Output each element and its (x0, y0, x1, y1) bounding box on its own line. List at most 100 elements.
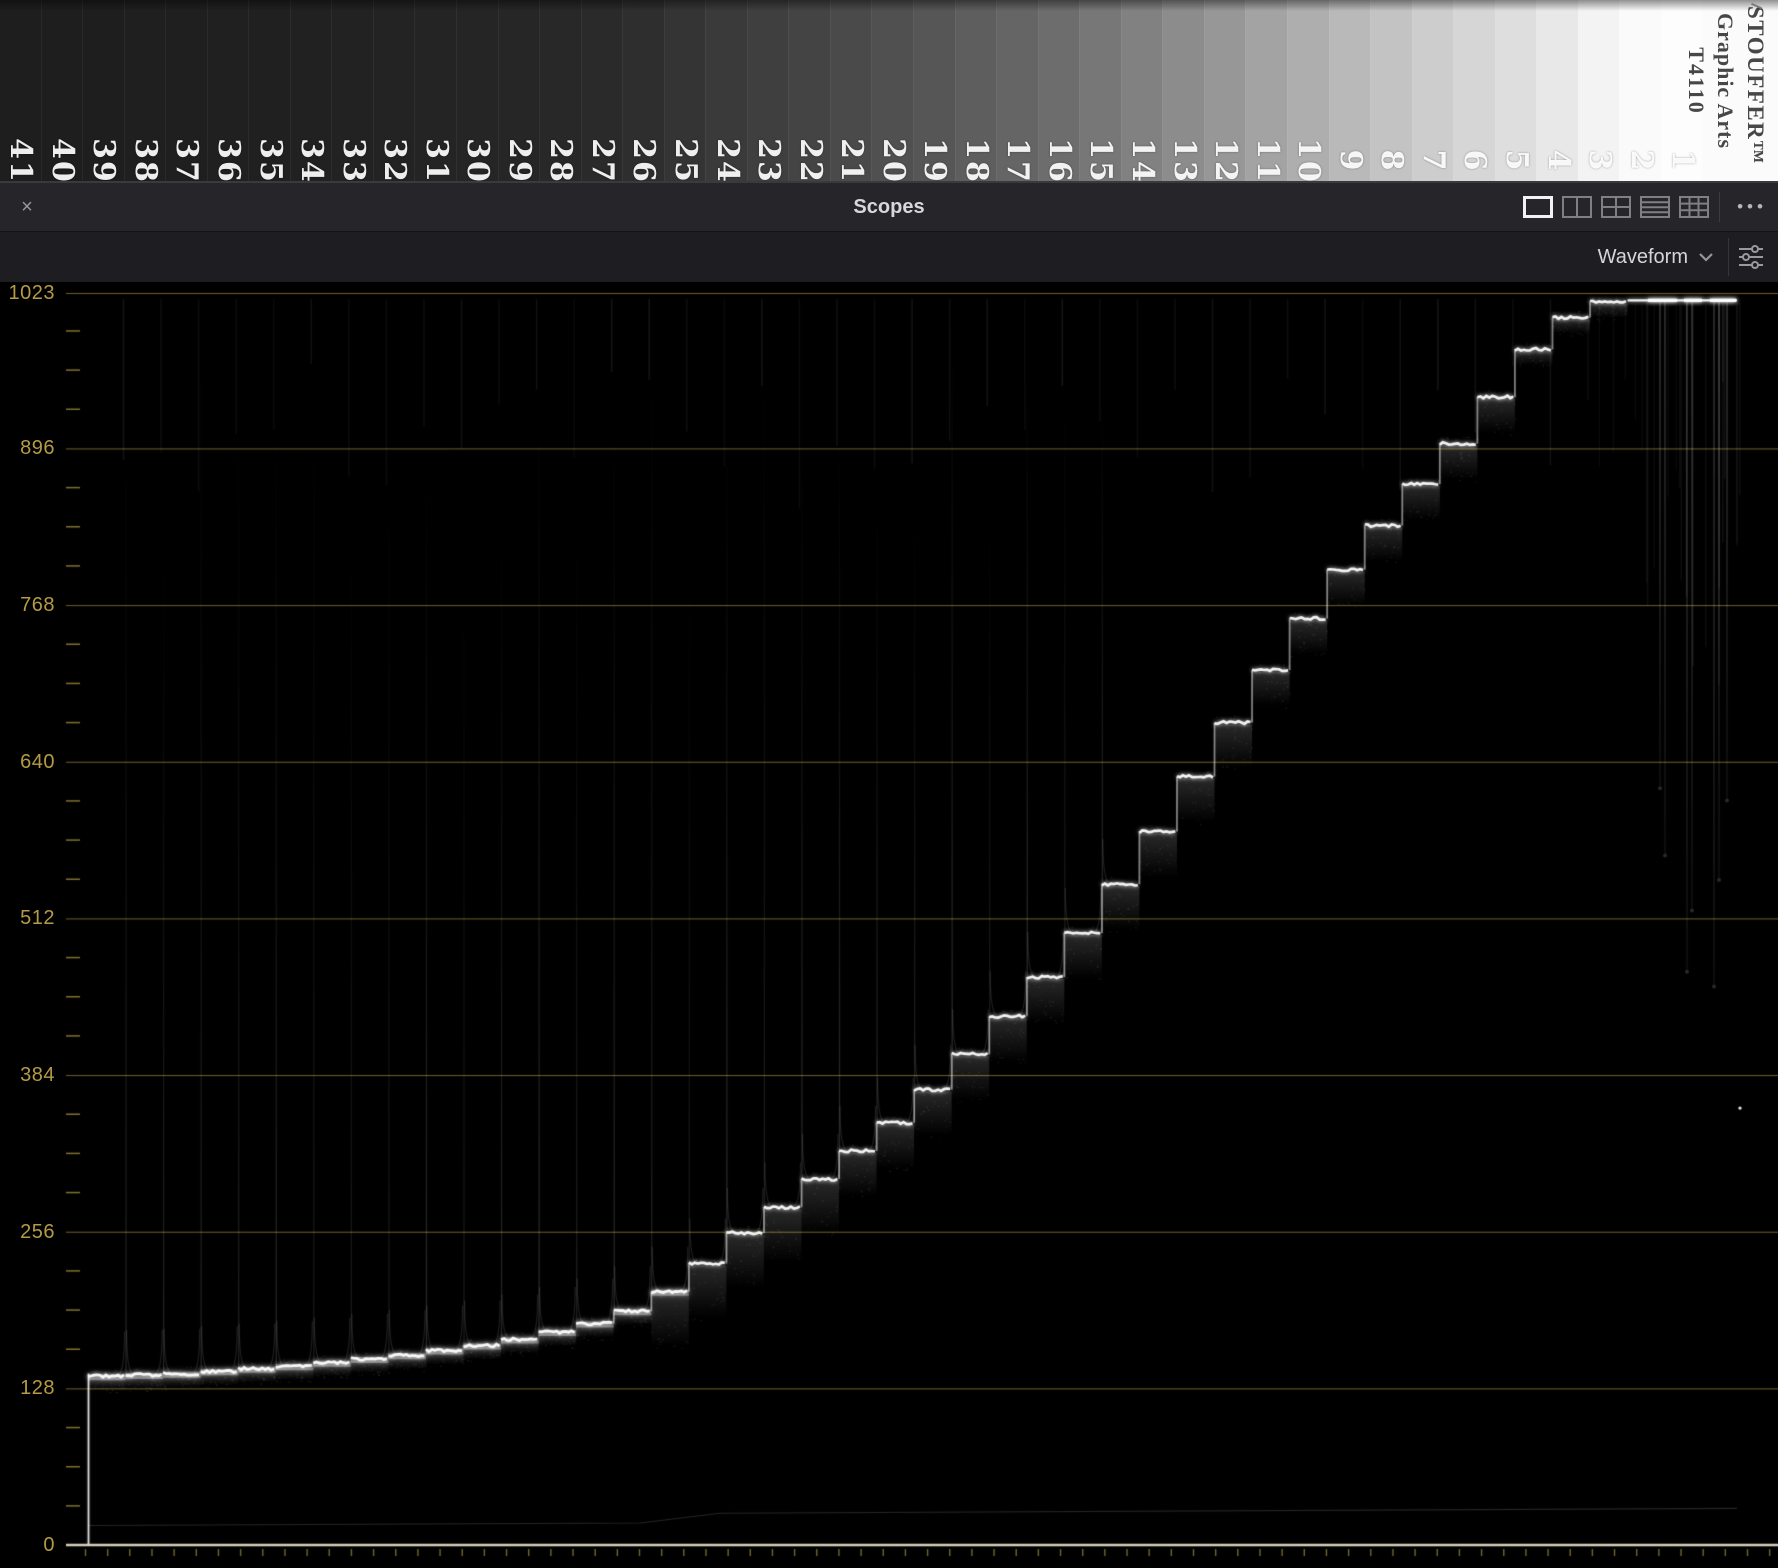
scope-toolbar: Waveform (0, 232, 1778, 282)
wedge-step-number: 22 (792, 138, 828, 184)
wedge-step-number: 25 (668, 138, 704, 184)
wedge-step-number: 26 (626, 138, 662, 184)
wedge-step: 29 (497, 0, 540, 184)
y-axis-tick-label: 0 (43, 1534, 55, 1557)
maker-line-1: STOUFFER™ (1743, 6, 1768, 165)
wedge-step: 33 (331, 0, 373, 184)
wedge-step: 16 (1037, 0, 1080, 184)
waveform-scope-plot: 1023 896 768 640 512 384 256 128 0 (0, 282, 1778, 1568)
maker-line-3: T4110 (1684, 47, 1709, 115)
wedge-step: 26 (622, 0, 664, 184)
wedge-step: 24 (705, 0, 747, 184)
wedge-step-number: 40 (44, 138, 80, 184)
wedge-step: 32 (372, 0, 415, 184)
y-axis-tick-label: 256 (20, 1220, 55, 1243)
wedge-step-number: 41 (3, 138, 39, 184)
wedge-step: 9 (1328, 0, 1371, 181)
wedge-step: 35 (248, 0, 290, 184)
wedge-step: 31 (414, 0, 457, 184)
close-icon[interactable]: × (21, 195, 33, 218)
wedge-step-number: 3 (1582, 149, 1618, 173)
layout-four-up-button[interactable] (1596, 183, 1635, 231)
wedge-step: 30 (456, 0, 498, 184)
wedge-step-number: 34 (294, 138, 330, 184)
scopes-header: × Scopes (0, 181, 1778, 232)
scope-settings-button[interactable] (1730, 232, 1772, 282)
stacked-rows-icon (1639, 196, 1670, 218)
wedge-step-number: 13 (1166, 138, 1202, 184)
wedge-step-number: 2 (1623, 149, 1659, 173)
wedge-step-number: 9 (1332, 149, 1368, 173)
wedge-step-number: 19 (917, 138, 953, 184)
wedge-step: 4 (1536, 0, 1578, 181)
wedge-step: 22 (788, 0, 830, 184)
wedge-step-number: 11 (1249, 138, 1285, 184)
wedge-step: 1 (1660, 0, 1703, 181)
wedge-step: 40 (40, 0, 83, 184)
scope-mode-dropdown[interactable]: Waveform (1590, 232, 1722, 282)
panel-title: Scopes (853, 195, 925, 218)
wedge-step: 13 (1162, 0, 1204, 184)
y-axis-tick-label: 896 (20, 437, 55, 460)
wedge-step: 17 (996, 0, 1038, 184)
wedge-step-number: 4 (1540, 149, 1576, 173)
wedge-step: 38 (123, 0, 166, 184)
wedge-step-number: 33 (335, 138, 371, 184)
overflow-menu-button[interactable]: ••• (1737, 197, 1767, 216)
wedge-step-number: 30 (460, 138, 496, 184)
layout-grid-3x3-button[interactable] (1674, 183, 1713, 231)
wedge-step-number: 39 (86, 138, 122, 184)
wedge-step: 27 (580, 0, 623, 184)
layout-stacked-rows-button[interactable] (1635, 183, 1674, 231)
sliders-icon (1739, 245, 1763, 269)
wedge-maker-label: STOUFFER™ Graphic Arts T4110 (1682, 6, 1770, 165)
wedge-step-number: 28 (543, 138, 579, 184)
y-axis-tick-label: 384 (20, 1064, 55, 1087)
wedge-step-number: 24 (709, 138, 745, 184)
wedge-step-number: 6 (1457, 149, 1493, 173)
layout-two-up-button[interactable] (1557, 183, 1596, 231)
wedge-step-number: 38 (127, 138, 163, 184)
wedge-step: 7 (1411, 0, 1454, 181)
waveform-canvas (0, 282, 1778, 1568)
wedge-step: 2 (1619, 0, 1661, 181)
wedge-step: 10 (1286, 0, 1329, 184)
wedge-step-number: 36 (211, 138, 246, 184)
wedge-step: 28 (539, 0, 581, 184)
wedge-step: 12 (1203, 0, 1246, 184)
single-view-icon (1522, 196, 1553, 218)
wedge-step-number: 12 (1208, 138, 1244, 184)
layout-single-view-button[interactable] (1518, 183, 1557, 231)
wedge-step-number: 7 (1415, 149, 1451, 173)
wedge-step: 3 (1577, 0, 1620, 181)
four-up-icon (1600, 196, 1631, 218)
wedge-step-number: 17 (1000, 138, 1036, 184)
wedge-step: 25 (663, 0, 706, 184)
y-axis-tick-label: 1023 (8, 282, 55, 304)
wedge-step-number: 27 (584, 138, 620, 184)
two-up-icon (1561, 196, 1592, 218)
wedge-step: 21 (829, 0, 872, 184)
wedge-step-number: 8 (1374, 149, 1410, 173)
wedge-step-number: 35 (252, 138, 288, 184)
y-axis-tick-label: 128 (20, 1377, 55, 1400)
wedge-step: 18 (954, 0, 997, 184)
wedge-step: 19 (913, 0, 955, 184)
wedge-step: 37 (165, 0, 207, 184)
wedge-step: 14 (1120, 0, 1163, 184)
wedge-step: 11 (1245, 0, 1287, 184)
wedge-step: 20 (871, 0, 914, 184)
wedge-step-number: 31 (418, 138, 454, 184)
wedge-step-number: 15 (1083, 138, 1119, 184)
wedge-step-number: 16 (1041, 138, 1077, 184)
wedge-step-number: 18 (958, 138, 994, 184)
wedge-step: 34 (289, 0, 332, 184)
wedge-step-number: 20 (875, 138, 911, 184)
layout-button-group: ••• (1518, 183, 1778, 231)
wedge-step: 8 (1370, 0, 1412, 181)
wedge-step-number: 10 (1291, 138, 1327, 184)
wedge-step-number: 37 (169, 138, 205, 184)
wedge-step-number: 14 (1125, 138, 1161, 184)
wedge-step: 15 (1079, 0, 1121, 184)
